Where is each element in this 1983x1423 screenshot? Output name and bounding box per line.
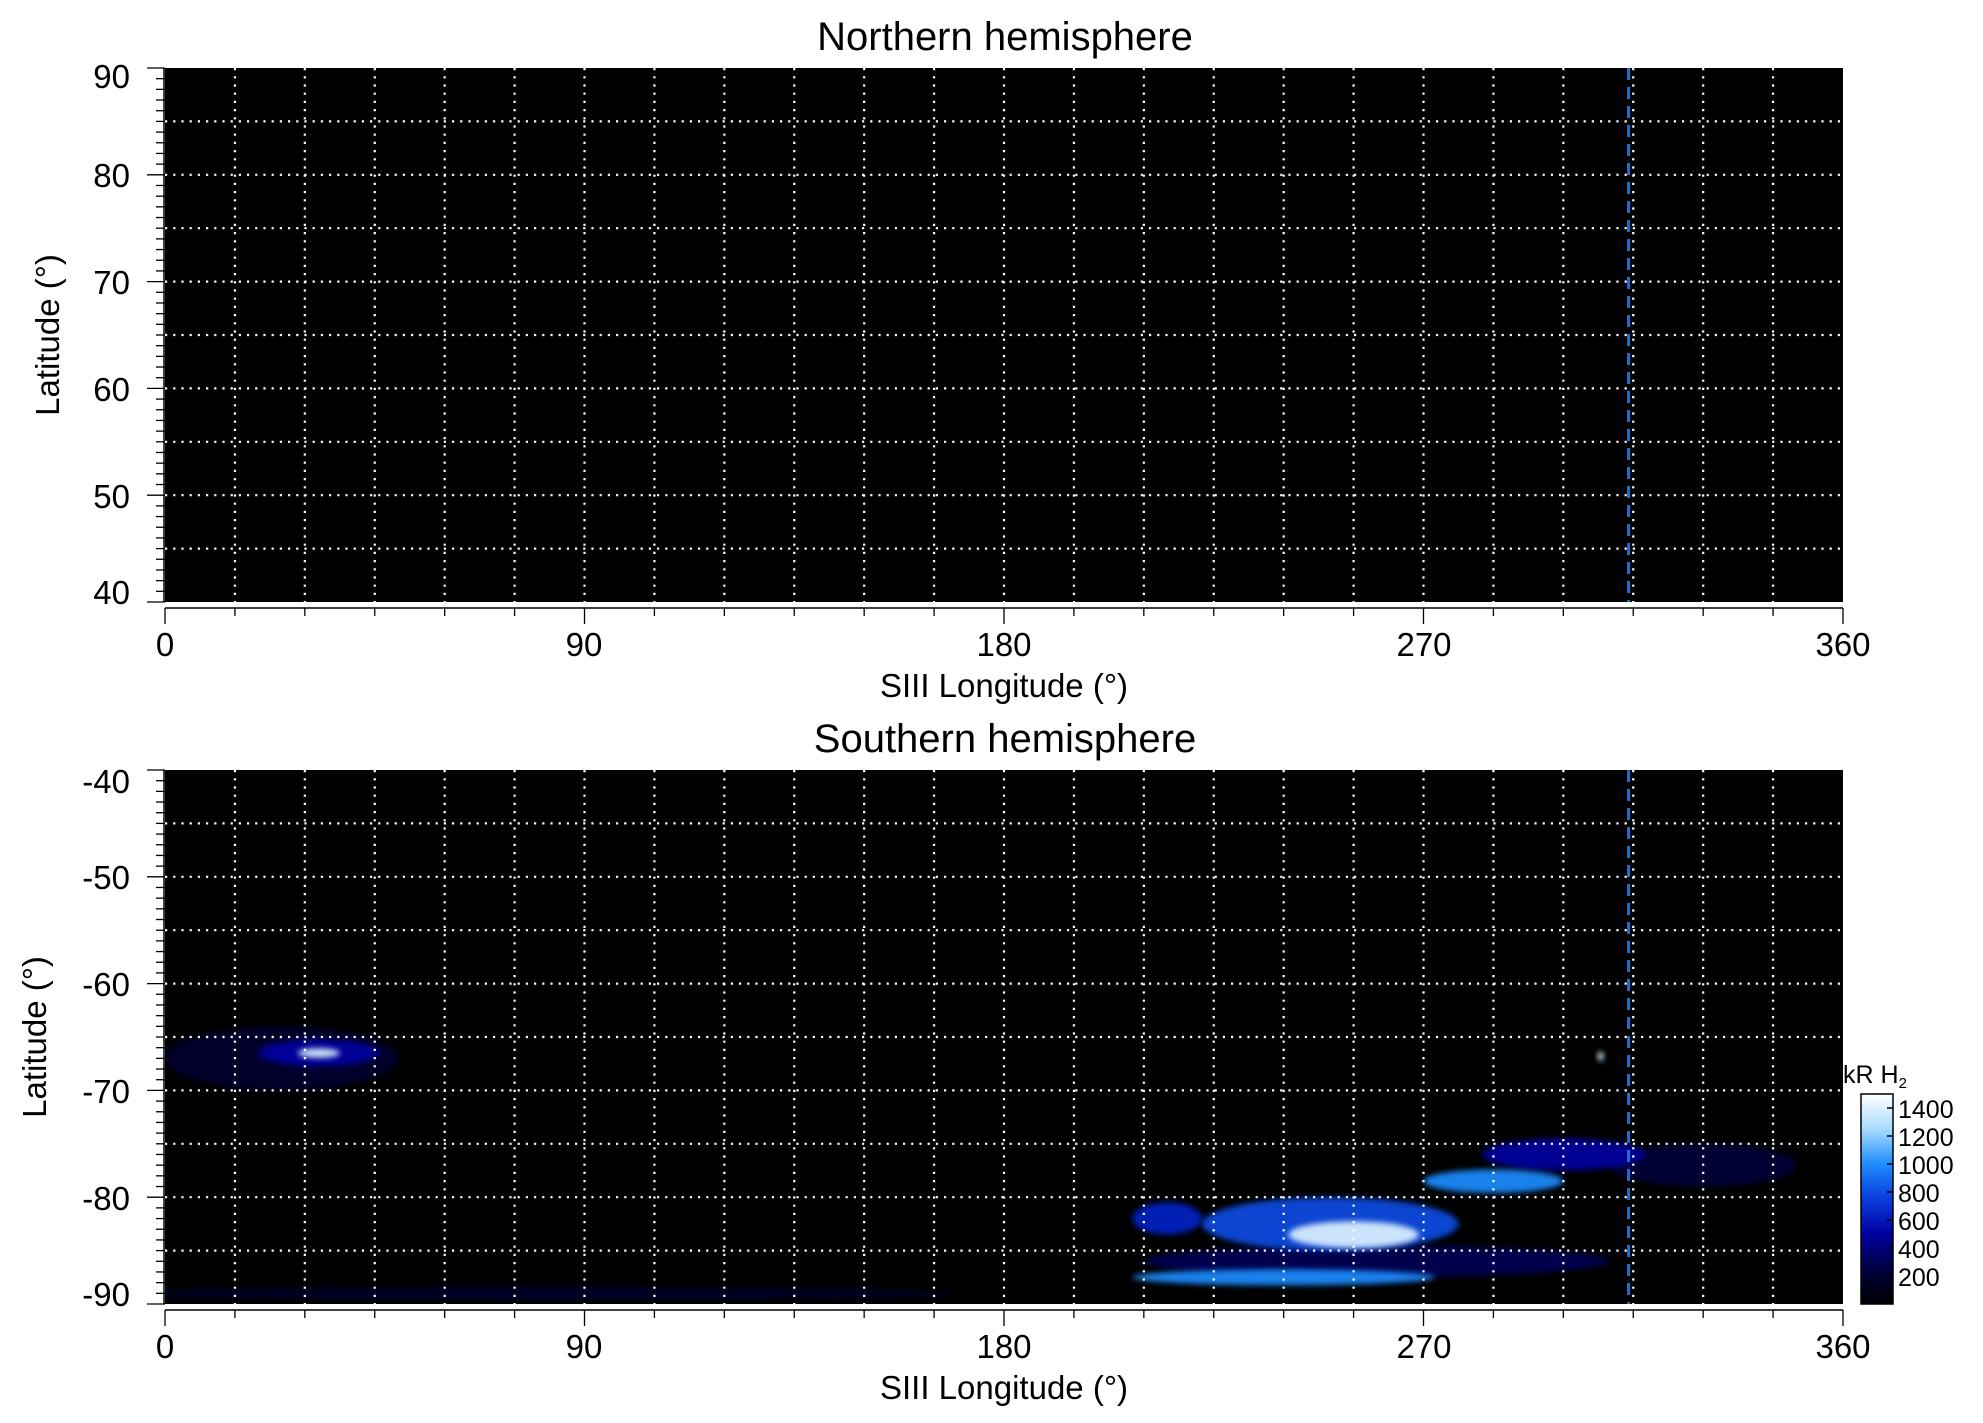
south-chart-title: Southern hemisphere — [814, 717, 1196, 761]
southern-panel: Southern hemisphere -40 -50 -60 -70 -80 … — [16, 717, 1871, 1406]
north-xtick-label: 360 — [1815, 626, 1870, 663]
south-y-axis — [147, 769, 165, 1305]
north-grid — [165, 68, 1843, 602]
colorbar-unit: kR H — [1843, 1061, 1899, 1089]
colorbar-tick-label: 1000 — [1898, 1152, 1954, 1180]
emission-region — [1481, 1138, 1645, 1171]
colorbar-tick-label: 400 — [1898, 1236, 1940, 1264]
south-xtick-label: 90 — [566, 1328, 603, 1365]
northern-panel: Northern hemisphere 40 50 60 70 80 90 0 … — [29, 15, 1871, 704]
emission-region — [1132, 1269, 1436, 1286]
south-ytick-label: -80 — [82, 1180, 130, 1217]
south-xtick-label: 270 — [1396, 1328, 1451, 1365]
north-y-axis — [147, 67, 165, 603]
south-emission-layer — [165, 1026, 1797, 1300]
colorbar-tick-label: 1400 — [1898, 1096, 1954, 1124]
emission-region — [297, 1048, 340, 1058]
north-x-axis-label: SIII Longitude (°) — [880, 667, 1128, 704]
colorbar-tick-label: 600 — [1898, 1208, 1940, 1236]
north-xtick-label: 180 — [976, 626, 1031, 663]
south-xtick-label: 180 — [976, 1328, 1031, 1365]
colorbar-unit-subscript: 2 — [1899, 1075, 1907, 1092]
north-xtick-label: 0 — [156, 626, 174, 663]
emission-region — [1288, 1221, 1419, 1248]
north-ytick-label: 40 — [93, 574, 130, 611]
south-y-axis-label: Latitude (°) — [16, 956, 53, 1118]
north-y-axis-label: Latitude (°) — [29, 254, 66, 416]
colorbar-unit-label: kR H2 — [1843, 1061, 1907, 1092]
south-x-axis-label: SIII Longitude (°) — [880, 1369, 1128, 1406]
emission-region — [1597, 1051, 1604, 1062]
north-plot-area — [165, 68, 1843, 602]
emission-region — [165, 1286, 958, 1300]
colorbar-tick-label: 200 — [1898, 1264, 1940, 1292]
north-ytick-label: 50 — [93, 478, 130, 515]
north-ytick-label: 60 — [93, 371, 130, 408]
north-ytick-label: 90 — [93, 58, 130, 95]
colorbar-tick-label: 800 — [1898, 1180, 1940, 1208]
colorbar-gradient — [1860, 1093, 1894, 1305]
south-ytick-label: -90 — [82, 1276, 130, 1313]
colorbar-ticks — [1887, 1107, 1893, 1277]
south-ytick-label: -60 — [82, 966, 130, 1003]
south-ytick-label: -70 — [82, 1073, 130, 1110]
north-x-axis — [164, 607, 1844, 624]
south-grid — [165, 770, 1843, 1304]
north-ytick-label: 70 — [93, 264, 130, 301]
south-xtick-label: 0 — [156, 1328, 174, 1365]
north-xtick-label: 90 — [566, 626, 603, 663]
south-x-axis — [164, 1309, 1844, 1326]
south-ytick-label: -50 — [82, 859, 130, 896]
north-ytick-label: 80 — [93, 157, 130, 194]
north-xtick-label: 270 — [1396, 626, 1451, 663]
emission-region — [1143, 1245, 1610, 1278]
south-plot-area — [165, 770, 1843, 1304]
south-xtick-label: 360 — [1815, 1328, 1870, 1365]
north-chart-title: Northern hemisphere — [817, 15, 1193, 59]
colorbar-tick-label: 1200 — [1898, 1124, 1954, 1152]
emission-region — [1132, 1202, 1203, 1235]
colorbar: kR H2 1400 1200 1000 800 600 400 200 — [1843, 1061, 1954, 1305]
south-ytick-label: -40 — [82, 763, 130, 800]
